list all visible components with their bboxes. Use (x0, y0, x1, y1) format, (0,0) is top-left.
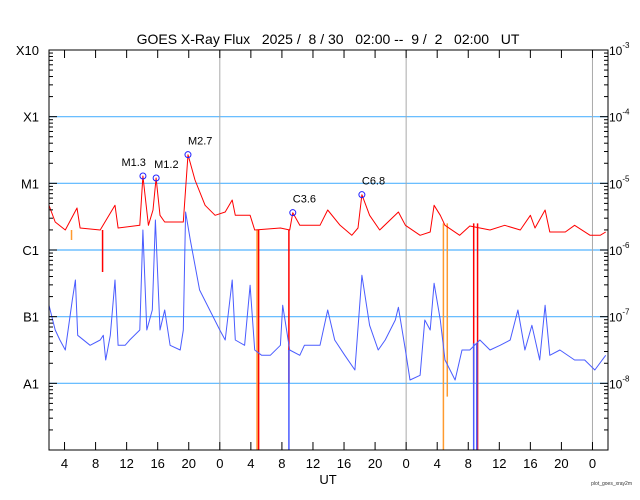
x-tick-label: 12 (492, 456, 506, 471)
y-tick-label-right: 10-3 (609, 41, 630, 58)
series-line-short (48, 211, 607, 381)
x-tick-label: 20 (554, 456, 568, 471)
x-tick-label: 4 (434, 456, 441, 471)
y-tick-label-left: A1 (23, 376, 39, 391)
flare-markers: M1.3 M1.2 M2.7 C3.6 C6.8 (121, 136, 385, 217)
x-tick-label: 0 (216, 456, 223, 471)
x-tick-label: 8 (278, 456, 285, 471)
x-tick-label: 8 (92, 456, 99, 471)
exponent: -8 (622, 374, 630, 383)
x-tick-label: 8 (465, 456, 472, 471)
flare-marker (139, 172, 147, 180)
series-line-long (48, 154, 606, 236)
x-tick-label: 16 (337, 456, 351, 471)
chart-title: GOES X-Ray Flux 2025 / 8 / 30 02:00 -- 9… (137, 31, 520, 47)
flare-marker (358, 191, 366, 199)
x-axis: 4 8 12 16 20 0 4 8 12 16 20 0 4 8 12 16 20 0 (61, 50, 596, 471)
flare-marker (152, 174, 160, 182)
y-tick-label-left: M1 (21, 176, 39, 191)
y-tick-label-right: 10-5 (609, 174, 630, 191)
flare-marker (184, 151, 192, 159)
flare-label: M1.2 (154, 159, 178, 171)
exponent: -7 (622, 308, 630, 317)
series-lines (48, 154, 607, 381)
y-tick-label-right: 10-6 (609, 241, 630, 258)
x-tick-label: 20 (368, 456, 382, 471)
x-tick-label: 4 (61, 456, 68, 471)
footer-label: plot_goes_xray2m (591, 481, 632, 487)
x-tick-label: 16 (523, 456, 537, 471)
x-axis-label: UT (319, 472, 336, 487)
flare-marker (289, 209, 297, 217)
x-tick-label: 12 (306, 456, 320, 471)
day-boundary-lines (219, 50, 593, 450)
exponent: -6 (622, 241, 630, 250)
flare-label: C6.8 (362, 176, 385, 188)
flare-label: M1.3 (121, 157, 145, 169)
exponent: -4 (622, 108, 630, 117)
y-tick-label-right: 10-8 (609, 374, 630, 391)
y-tick-label-left: B1 (23, 310, 39, 325)
x-tick-label: 16 (150, 456, 164, 471)
y-tick-label-left: X1 (23, 110, 39, 125)
exponent: -3 (622, 41, 630, 50)
y-tick-label-right: 10-4 (609, 108, 630, 125)
x-tick-label: 0 (589, 456, 596, 471)
exponent: -5 (622, 174, 630, 183)
x-tick-label: 4 (247, 456, 254, 471)
x-tick-label: 12 (119, 456, 133, 471)
x-tick-label: 0 (403, 456, 410, 471)
y-tick-label-left: X10 (16, 43, 39, 58)
data-dropouts (70, 223, 479, 450)
flare-label: C3.6 (293, 194, 316, 206)
y-tick-label-right: 10-7 (609, 308, 630, 325)
y-tick-label-left: C1 (22, 243, 39, 258)
flare-label: M2.7 (188, 136, 212, 148)
x-tick-label: 20 (182, 456, 196, 471)
y-axis: X10 X1 M1 C1 B1 A1 10-3 10-4 10-5 10-6 10-7 10-8 (16, 41, 630, 451)
